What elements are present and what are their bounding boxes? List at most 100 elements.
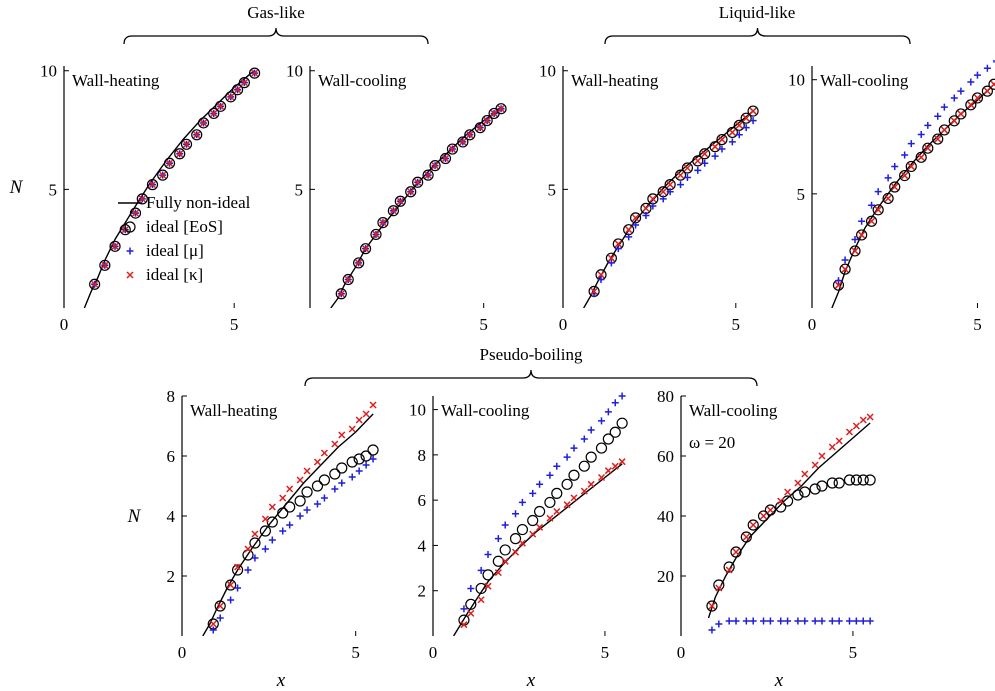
- point-ideal-eos: [747, 519, 759, 531]
- panel-title: Wall-heating: [72, 71, 160, 90]
- point-ideal-eos: [578, 460, 590, 472]
- point-ideal-eos: [716, 133, 728, 146]
- x-tick-label: 0: [429, 643, 438, 662]
- point-ideal-eos: [266, 516, 278, 528]
- point-ideal-eos: [965, 99, 977, 111]
- point-ideal-kappa: [244, 545, 252, 553]
- legend-marker-plus: [126, 247, 134, 255]
- y-tick-label: 10: [539, 62, 556, 81]
- point-ideal-eos: [595, 442, 608, 454]
- y-axis-label: N: [127, 506, 142, 527]
- point-ideal-eos: [681, 162, 694, 174]
- point-ideal-kappa: [884, 194, 892, 202]
- point-ideal-kappa: [362, 410, 370, 418]
- group-title: Gas-like: [247, 3, 305, 22]
- point-ideal-mu: [320, 494, 328, 502]
- point-ideal-eos: [850, 474, 862, 486]
- panel-2: 5 10 5 Wall-cooling: [286, 62, 507, 334]
- x-tick-label: 0: [559, 315, 568, 334]
- point-ideal-kappa: [518, 539, 526, 547]
- point-ideal-mu: [659, 195, 667, 203]
- point-ideal-eos: [839, 263, 851, 275]
- legend-label: Fully non-ideal: [146, 193, 251, 212]
- series-line-fully-non-ideal: [707, 422, 871, 619]
- data-layer: [453, 392, 628, 636]
- point-ideal-eos: [516, 523, 529, 536]
- panel-title: Wall-cooling: [820, 71, 909, 90]
- point-ideal-eos: [208, 107, 220, 120]
- legend-label: ideal [μ]: [146, 241, 204, 260]
- point-ideal-eos: [733, 119, 745, 131]
- point-ideal-eos: [146, 179, 159, 191]
- point-ideal-eos: [938, 124, 950, 136]
- point-ideal-eos: [747, 105, 759, 117]
- data-layer: [202, 401, 379, 636]
- point-ideal-kappa: [424, 171, 432, 179]
- point-ideal-kappa: [834, 281, 843, 289]
- point-ideal-mu: [313, 500, 321, 508]
- point-ideal-kappa: [590, 287, 598, 295]
- point-ideal-mu: [973, 71, 981, 79]
- legend-marker-circle: [124, 221, 136, 233]
- group-title: Pseudo-boiling: [480, 345, 583, 364]
- point-ideal-eos: [109, 240, 121, 252]
- point-ideal-kappa: [967, 101, 975, 109]
- point-ideal-kappa: [389, 207, 397, 215]
- point-ideal-kappa: [111, 242, 119, 250]
- point-ideal-eos: [709, 141, 721, 153]
- point-ideal-mu: [835, 617, 843, 625]
- point-ideal-mu: [917, 130, 925, 138]
- point-ideal-mu: [355, 467, 363, 475]
- point-ideal-kappa: [414, 178, 422, 186]
- x-tick-label: 5: [230, 315, 239, 334]
- point-ideal-mu: [362, 461, 370, 469]
- point-ideal-eos: [856, 229, 868, 241]
- panel-title: Wall-heating: [571, 71, 659, 90]
- x-tick-label: 0: [178, 643, 187, 662]
- point-ideal-mu: [563, 453, 571, 461]
- point-ideal-mu: [677, 181, 685, 189]
- point-ideal-mu: [261, 545, 269, 553]
- point-ideal-eos: [180, 138, 193, 150]
- panel-title: Wall-cooling: [318, 71, 407, 90]
- point-ideal-kappa: [818, 452, 826, 460]
- point-ideal-kappa: [777, 497, 785, 505]
- group-brace: [604, 27, 911, 45]
- point-ideal-eos: [809, 483, 821, 495]
- point-ideal-eos: [816, 480, 828, 492]
- point-ideal-eos: [551, 487, 563, 499]
- point-ideal-eos: [394, 195, 406, 207]
- point-ideal-kappa: [251, 530, 259, 538]
- point-ideal-kappa: [901, 172, 909, 180]
- panel-5: 2 4 6 8 0 5 Wall-heating Nx: [127, 387, 379, 691]
- point-ideal-eos: [439, 152, 452, 165]
- point-ideal-eos: [872, 204, 884, 216]
- point-ideal-mu: [279, 527, 287, 535]
- point-ideal-kappa: [240, 79, 248, 87]
- point-ideal-kappa: [268, 503, 276, 511]
- point-ideal-mu: [934, 112, 942, 120]
- data-layer: [583, 105, 759, 308]
- point-ideal-mu: [587, 426, 595, 434]
- point-ideal-eos: [336, 462, 348, 474]
- point-ideal-eos: [757, 510, 770, 522]
- point-ideal-kappa: [701, 150, 709, 158]
- point-ideal-kappa: [858, 231, 866, 239]
- point-ideal-eos: [412, 176, 424, 188]
- point-ideal-eos: [922, 142, 934, 154]
- point-ideal-eos: [231, 84, 244, 96]
- point-ideal-mu: [286, 521, 294, 529]
- point-ideal-mu: [828, 617, 836, 625]
- x-tick-label: 0: [60, 315, 69, 334]
- point-ideal-eos: [865, 215, 878, 227]
- point-ideal-eos: [481, 114, 493, 127]
- point-ideal-eos: [346, 456, 358, 468]
- point-ideal-mu: [784, 617, 792, 625]
- panel-3: 5 10 0 5 Wall-heating: [539, 62, 759, 334]
- point-ideal-kappa: [529, 530, 537, 538]
- point-ideal-eos: [585, 451, 597, 463]
- point-ideal-eos: [527, 514, 539, 527]
- point-ideal-kappa: [563, 501, 571, 509]
- point-ideal-eos: [988, 78, 995, 90]
